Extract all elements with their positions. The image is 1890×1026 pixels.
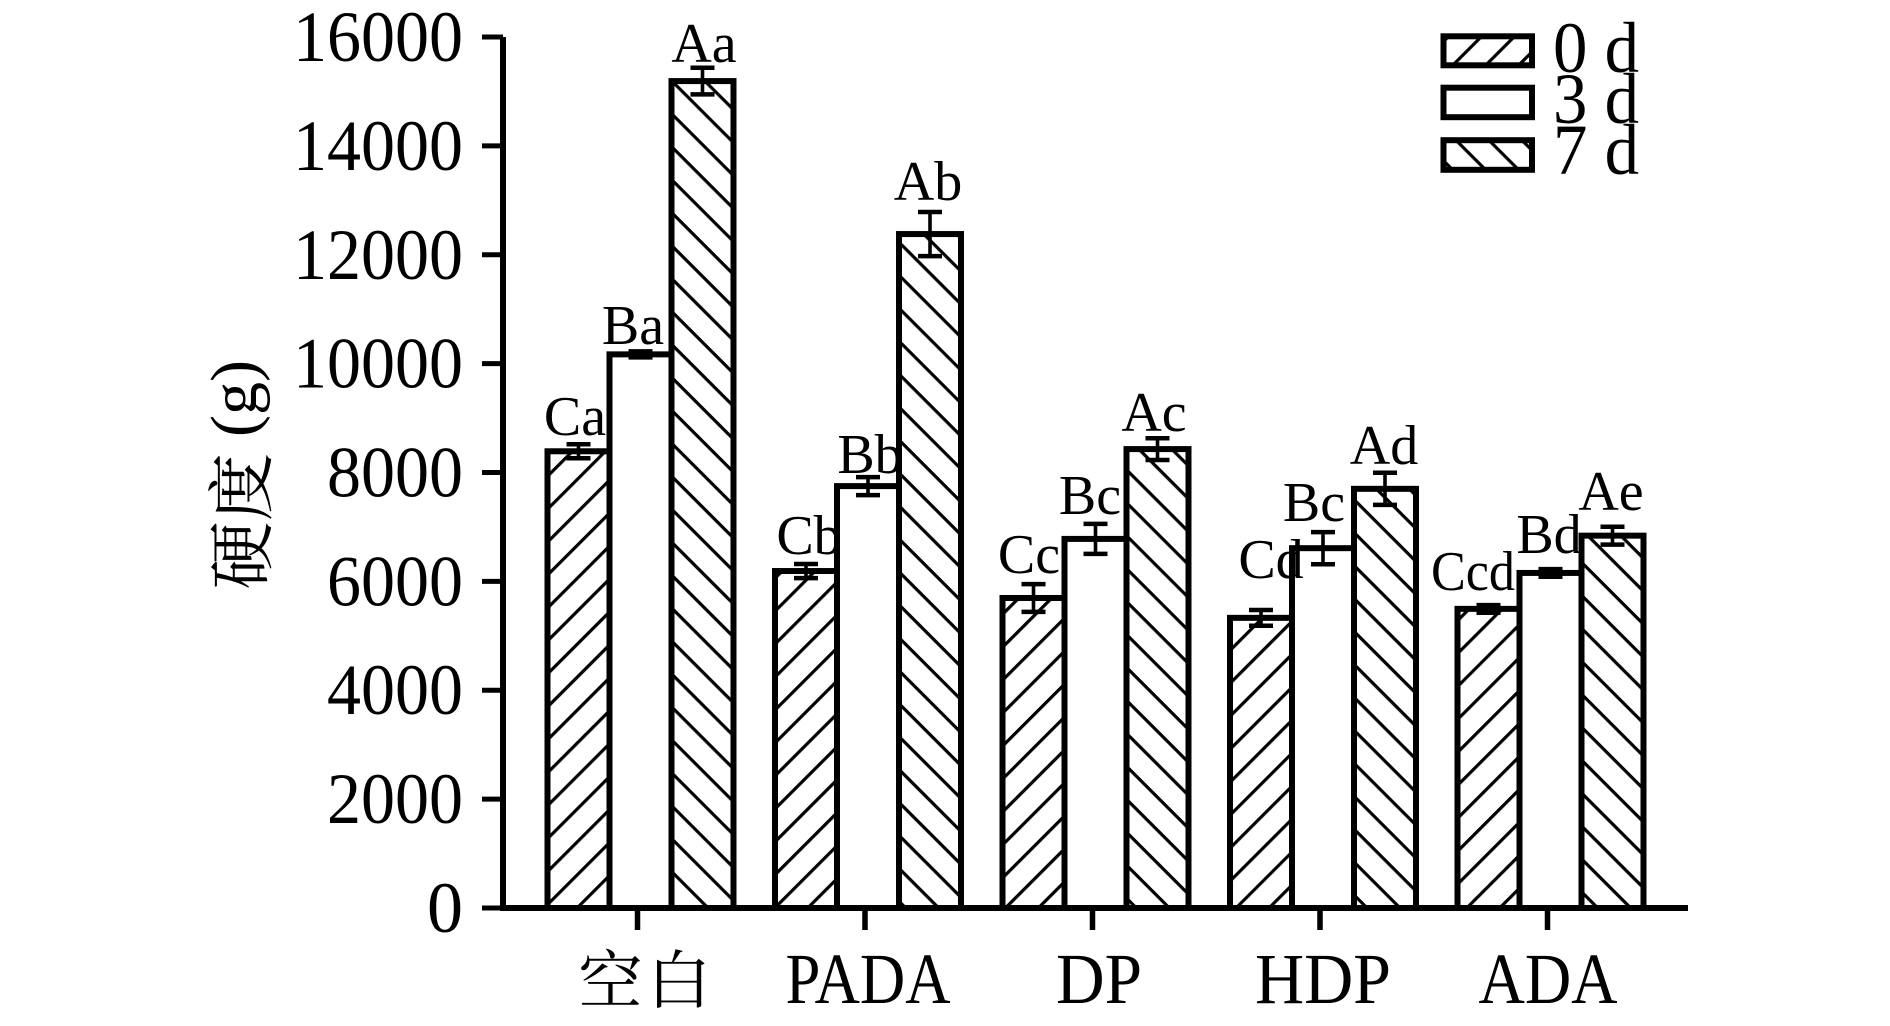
svg-text:ADA: ADA	[1479, 939, 1618, 1019]
svg-text:Aa: Aa	[671, 13, 736, 75]
svg-text:(g): (g)	[198, 360, 271, 437]
svg-text:10000: 10000	[293, 324, 463, 404]
svg-text:DP: DP	[1056, 939, 1142, 1019]
svg-text:8000: 8000	[327, 433, 463, 513]
svg-text:Bc: Bc	[1059, 465, 1121, 527]
svg-text:Ccd: Ccd	[1431, 541, 1515, 603]
svg-text:0: 0	[427, 868, 463, 948]
svg-text:2000: 2000	[327, 759, 463, 839]
svg-text:Ab: Ab	[894, 151, 962, 213]
svg-text:PADA: PADA	[786, 939, 951, 1019]
svg-text:7 d: 7 d	[1553, 110, 1639, 190]
svg-text:Ba: Ba	[602, 295, 664, 357]
svg-text:Bd: Bd	[1516, 504, 1581, 566]
svg-text:Cc: Cc	[998, 524, 1060, 586]
svg-text:Bc: Bc	[1283, 472, 1345, 534]
svg-text:12000: 12000	[293, 215, 463, 295]
svg-text:3 d: 3 d	[1553, 59, 1639, 139]
svg-text:0 d: 0 d	[1553, 8, 1639, 88]
svg-text:4000: 4000	[327, 650, 463, 730]
svg-text:14000: 14000	[293, 106, 463, 186]
svg-text:16000: 16000	[293, 0, 463, 77]
svg-text:Cb: Cb	[776, 505, 841, 567]
svg-text:Ac: Ac	[1121, 382, 1186, 444]
svg-text:Ae: Ae	[1578, 461, 1643, 523]
svg-text:HDP: HDP	[1255, 939, 1391, 1019]
svg-text:Bb: Bb	[837, 424, 902, 486]
svg-text:Ad: Ad	[1350, 415, 1418, 477]
svg-text:6000: 6000	[327, 541, 463, 621]
svg-text:Cd: Cd	[1238, 529, 1303, 591]
svg-text:Ca: Ca	[544, 386, 606, 448]
